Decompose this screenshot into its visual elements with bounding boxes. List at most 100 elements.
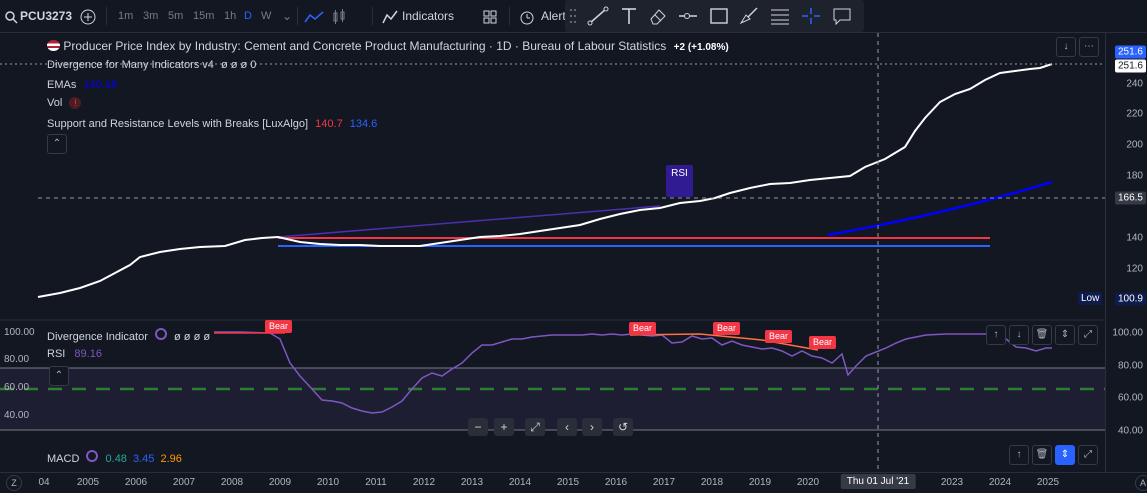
timeframe-15m[interactable]: 15m	[193, 10, 215, 22]
bear-divergence-line	[629, 333, 819, 351]
collapse-pane-button[interactable]: ⇕	[1055, 445, 1075, 465]
rsi-label: RSI	[47, 348, 66, 360]
auto-scale-icon[interactable]: A	[1135, 475, 1147, 491]
low-value-label: 100.9	[1114, 292, 1146, 306]
timeframe-1m[interactable]: 1m	[118, 10, 134, 22]
layouts-icon[interactable]	[483, 0, 497, 32]
time-tick: 2023	[940, 477, 964, 488]
bear-label: Bear	[809, 336, 837, 349]
delete-pane-button[interactable]: 🗑	[1032, 445, 1052, 465]
add-symbol-icon[interactable]	[80, 0, 96, 32]
time-tick: 2020	[796, 477, 820, 488]
price-axis[interactable]: 240 220 200 180 140 120 251.6 251.6 166.…	[1105, 33, 1147, 320]
timeframe-3m[interactable]: 3m	[143, 10, 159, 22]
macd-value-3: 2.96	[160, 453, 182, 465]
comment-icon[interactable]	[831, 6, 853, 26]
fib-icon[interactable]	[769, 6, 791, 26]
collapse-legend-button[interactable]: ⌃	[47, 134, 67, 154]
time-tick: 2006	[124, 477, 148, 488]
time-tick: 2012	[412, 477, 436, 488]
price-tick: 200	[1126, 139, 1143, 151]
refresh-icon: ↺	[617, 420, 629, 434]
maximize-icon: ⤢	[1084, 449, 1092, 460]
timezone-icon[interactable]: Z	[6, 475, 22, 491]
collapse-icon: ⇕	[1060, 329, 1070, 340]
time-tick: 2013	[460, 477, 484, 488]
text-tool-icon[interactable]	[618, 6, 640, 26]
legend-divergence-many[interactable]: Divergence for Many Indicators v4 ø ø ø …	[47, 59, 256, 71]
legend-macd[interactable]: MACD 0.48 3.45 2.96	[47, 450, 182, 465]
time-tick: 2018	[700, 477, 724, 488]
reset-zoom-button[interactable]: ⤢	[525, 418, 545, 436]
indicators-icon[interactable]	[382, 0, 398, 32]
legend-emas[interactable]: EMAs 140.18	[47, 79, 117, 91]
price-label-current: 251.6	[1114, 45, 1146, 59]
legend-divergence-many-label: Divergence for Many Indicators v4	[47, 59, 214, 71]
trend-line-icon[interactable]	[587, 6, 609, 26]
chevron-up-icon: ⌃	[52, 138, 62, 149]
legend-sr-label: Support and Resistance Levels with Break…	[47, 118, 309, 130]
maximize-pane-button[interactable]: ⤢	[1078, 445, 1098, 465]
plus-icon: +	[500, 420, 508, 434]
time-axis[interactable]: Z 04 2005 2006 2007 2008 2009 2010 2011 …	[0, 472, 1147, 493]
divergence-line	[277, 205, 661, 238]
minus-icon: −	[474, 420, 482, 434]
legend-sr-value-1: 140.7	[315, 118, 343, 130]
timeframe-5m[interactable]: 5m	[168, 10, 184, 22]
symbol-label[interactable]: PCU3273	[20, 9, 73, 23]
chart-title: Producer Price Index by Industry: Cement…	[63, 39, 667, 53]
reset-chart-button[interactable]: ↺	[613, 418, 633, 436]
delete-pane-button[interactable]: 🗑	[1032, 325, 1052, 345]
timeframe-1h[interactable]: 1h	[224, 10, 237, 22]
drag-handle-icon[interactable]	[569, 6, 591, 26]
scroll-right-button[interactable]: ›	[582, 418, 602, 436]
zoom-in-button[interactable]: +	[494, 418, 514, 436]
legend-divergence-indicator[interactable]: Divergence Indicator ø ø ø ø	[47, 328, 210, 343]
collapse-pane-button[interactable]: ⇕	[1055, 325, 1075, 345]
time-tick: 2011	[365, 477, 387, 488]
collapse-indicator-legend-button[interactable]: ⌃	[49, 366, 69, 386]
scroll-left-button[interactable]: ‹	[557, 418, 577, 436]
crosshair-icon[interactable]	[800, 6, 822, 26]
chevron-down-icon[interactable]: ⌄	[282, 9, 293, 23]
alarm-clock-icon[interactable]	[519, 0, 535, 32]
indicator-tick: 100.00	[1112, 327, 1143, 339]
timeframe-d[interactable]: D	[244, 10, 252, 22]
brush-icon[interactable]	[738, 6, 760, 26]
move-up-button[interactable]: ↑	[1009, 445, 1029, 465]
rectangle-icon[interactable]	[708, 6, 730, 26]
low-label: Low	[1078, 292, 1103, 305]
move-down-button[interactable]: ↓	[1009, 325, 1029, 345]
search-icon[interactable]	[4, 0, 18, 32]
chart-title-row: Producer Price Index by Industry: Cement…	[47, 39, 729, 53]
legend-rsi[interactable]: RSI 89.16	[47, 348, 102, 360]
timeframe-w[interactable]: W	[261, 10, 272, 22]
move-down-button[interactable]: ↓	[1056, 37, 1076, 57]
divider	[297, 7, 298, 25]
divergence-indicator-values: ø ø ø ø	[174, 331, 211, 343]
time-tick: 2014	[508, 477, 532, 488]
legend-sr[interactable]: Support and Resistance Levels with Break…	[47, 118, 377, 130]
alert-button[interactable]: Alert	[541, 9, 566, 23]
indicator-axis[interactable]: 100.00 80.00 60.00 40.00	[1105, 320, 1147, 472]
chart-canvas[interactable]	[0, 33, 1105, 472]
line-chart-icon[interactable]	[304, 0, 324, 32]
time-tick: 2016	[604, 477, 628, 488]
move-up-button[interactable]: ↑	[986, 325, 1006, 345]
more-icon: ⋯	[1084, 41, 1094, 52]
horizontal-ray-icon[interactable]	[677, 6, 699, 26]
time-tick: 2024	[988, 477, 1012, 488]
warning-icon[interactable]: !	[69, 97, 82, 109]
more-button[interactable]: ⋯	[1079, 37, 1099, 57]
candles-icon[interactable]	[332, 0, 346, 32]
eraser-icon[interactable]	[647, 6, 669, 26]
legend-vol[interactable]: Vol !	[47, 97, 82, 109]
zoom-out-button[interactable]: −	[468, 418, 488, 436]
rsi-band	[0, 368, 1105, 430]
chevron-up-icon: ⌃	[54, 370, 64, 381]
divider	[372, 7, 373, 25]
arrow-up-icon: ↑	[1016, 449, 1022, 460]
expand-icon: ⤢	[530, 420, 540, 434]
indicators-button[interactable]: Indicators	[402, 9, 455, 23]
maximize-pane-button[interactable]: ⤢	[1078, 325, 1098, 345]
